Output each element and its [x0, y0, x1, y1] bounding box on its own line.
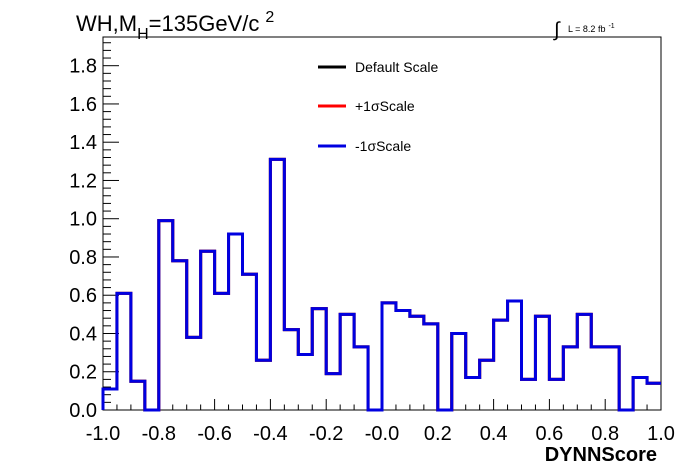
x-tick-label: -0.2 — [309, 423, 343, 445]
legend-label-plus: +1σScale — [355, 98, 415, 114]
y-tick-label: 1.0 — [69, 209, 97, 231]
legend-label-minus: -1σScale — [355, 138, 411, 154]
x-tick-label: 1.0 — [647, 423, 675, 445]
y-tick-label: 0.8 — [69, 247, 97, 269]
legend-label-default: Default Scale — [355, 59, 438, 75]
x-tick-label: 0.2 — [424, 423, 452, 445]
y-tick-label: 0.6 — [69, 285, 97, 307]
x-axis: -1.0 -0.8 -0.6 -0.4 -0.2 -0.0 0.2 0.4 0.6 0.8 1.0 — [86, 399, 675, 445]
x-tick-label: -0.6 — [197, 423, 231, 445]
y-tick-label: 0.4 — [69, 323, 97, 345]
x-tick-label: -1.0 — [86, 423, 120, 445]
x-axis-title: DYNNScore — [545, 444, 657, 466]
x-tick-label: -0.0 — [365, 423, 399, 445]
title-value: =135GeV/c — [149, 11, 260, 36]
y-tick-label: 0.0 — [69, 400, 97, 422]
series-layer — [101, 157, 661, 412]
title-main: WH,M — [76, 11, 137, 36]
y-axis: 0.0 0.2 0.4 0.6 0.8 1.0 1.2 1.4 1.6 1.8 — [69, 42, 119, 422]
x-tick-label: 0.6 — [535, 423, 563, 445]
x-tick-label: 0.4 — [480, 423, 508, 445]
legend: Default Scale +1σScale -1σScale — [318, 59, 438, 154]
title-subscript: H — [137, 26, 149, 43]
y-tick-label: 1.4 — [69, 132, 97, 154]
y-tick-label: 1.8 — [69, 56, 97, 78]
y-tick-label: 0.2 — [69, 362, 97, 384]
lumi-text: L = 8.2 fb — [568, 24, 605, 34]
x-tick-label: -0.8 — [142, 423, 176, 445]
chart-title: WH,MH=135GeV/c 2 — [76, 9, 274, 43]
lumi-label: L = 8.2 fb -1 — [568, 23, 615, 34]
x-tick-label: 0.8 — [591, 423, 619, 445]
series-minus-1sigma-scale — [101, 157, 661, 412]
lumi-integral-symbol: ∫ — [553, 19, 561, 41]
y-tick-label: 1.2 — [69, 170, 97, 192]
y-tick-label: 1.6 — [69, 94, 97, 116]
x-tick-label: -0.4 — [253, 423, 287, 445]
title-superscript: 2 — [265, 9, 274, 26]
lumi-superscript: -1 — [608, 23, 614, 30]
